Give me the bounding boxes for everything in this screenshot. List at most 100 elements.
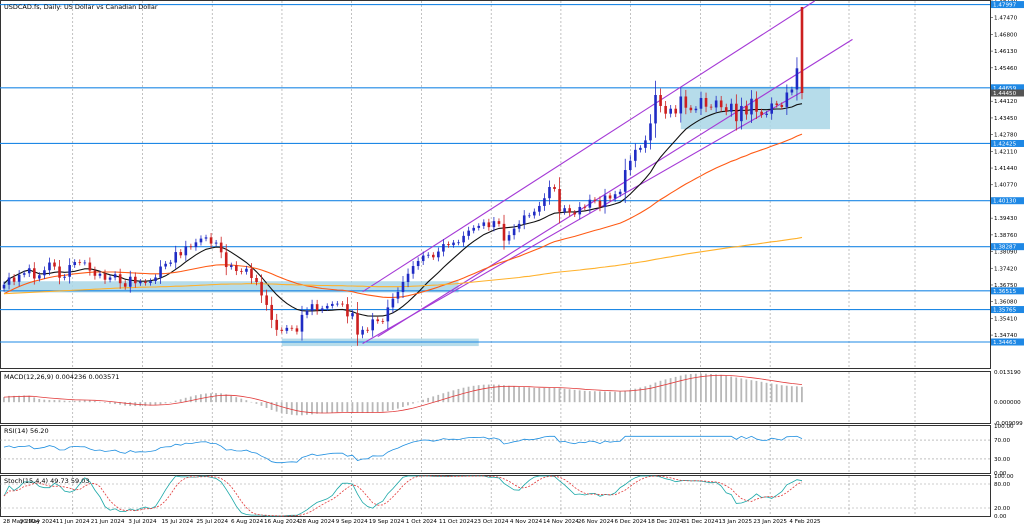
candle-body <box>361 329 364 335</box>
macd-bar <box>649 384 652 403</box>
candle-body <box>588 199 592 208</box>
macd-bar <box>53 400 56 403</box>
candle-body <box>184 246 188 256</box>
candle-body <box>694 108 698 111</box>
candle-body <box>628 160 632 171</box>
macd-bar <box>23 395 26 403</box>
candle-body <box>477 225 481 228</box>
candle-body <box>381 321 385 322</box>
price-tick-label: 1.35410 <box>994 316 1018 322</box>
macd-bar <box>73 400 76 403</box>
macd-bar <box>482 384 485 403</box>
candle-body <box>118 274 122 284</box>
candle-body <box>558 188 561 212</box>
candle-body <box>250 268 253 278</box>
date-label: 25 Jul 2024 <box>196 519 228 525</box>
candle-body <box>290 327 294 329</box>
price-tick-label: 1.45460 <box>994 66 1018 72</box>
macd-bar <box>98 401 101 403</box>
macd-bar <box>533 387 536 403</box>
date-label: 11 Oct 2024 <box>439 519 474 525</box>
date-label: 6 Aug 2024 <box>231 519 264 525</box>
macd-bar <box>624 390 627 403</box>
candle-body <box>43 270 46 276</box>
level-tag <box>991 139 1024 147</box>
candle-body <box>33 268 36 279</box>
candle-body <box>770 103 773 114</box>
candle-body <box>669 108 672 114</box>
macd-label: MACD(12,26,9) 0.004236 0.003571 <box>4 373 120 381</box>
candle-body <box>159 266 162 278</box>
candle-body <box>578 206 582 215</box>
macd-bar <box>28 395 31 403</box>
macd-bar <box>558 388 561 403</box>
date-label: 28 Aug 2024 <box>299 519 335 525</box>
candle-body <box>320 308 324 311</box>
macd-bar <box>503 385 505 403</box>
macd-bar <box>184 397 187 403</box>
macd-bar <box>523 387 526 403</box>
candle-body <box>12 277 16 282</box>
candle-body <box>467 230 470 236</box>
macd-bar <box>487 384 490 403</box>
macd-bar <box>300 402 303 416</box>
chart-title: USDCAD.fs, Daily: US Dollar vs Canadian … <box>4 3 158 11</box>
macd-bar <box>33 397 36 403</box>
candle-body <box>265 295 268 305</box>
candle-body <box>755 98 758 112</box>
macd-bar <box>386 402 389 411</box>
macd-bar <box>417 401 419 403</box>
candle-body <box>235 265 238 272</box>
macd-bar <box>553 387 556 403</box>
candle-body <box>760 111 763 115</box>
candle-body <box>704 97 708 107</box>
candle-body <box>48 262 51 271</box>
macd-bar <box>604 391 606 403</box>
price-tick-label: 1.39430 <box>994 216 1018 222</box>
level-labels: 1.47997 1.44659 1.42425 1.40130 1.38287 1.365… <box>991 1 1024 346</box>
rsi-tick-label: 30.00 <box>994 457 1010 463</box>
level-tag <box>991 84 1024 92</box>
macd-bar <box>730 376 733 403</box>
candle-body <box>240 271 243 272</box>
price-tick-label: 1.36750 <box>994 283 1018 289</box>
candle-body <box>22 273 26 275</box>
macd-bar <box>669 378 672 403</box>
macd-bar <box>240 398 243 403</box>
candle-body <box>401 281 405 292</box>
price-tick-label: 1.38760 <box>994 233 1018 239</box>
candle-body <box>719 100 723 108</box>
date-label: 18 Dec 2024 <box>648 519 684 525</box>
candle-body <box>462 235 465 243</box>
candle-body <box>209 237 213 244</box>
channel-line <box>362 91 803 345</box>
macd-bar <box>609 391 611 403</box>
candle-body <box>724 107 728 112</box>
price-tick-label: 1.38090 <box>994 250 1018 256</box>
macd-bar <box>18 395 20 403</box>
candle-body <box>411 266 415 274</box>
macd-bar <box>58 400 61 403</box>
candle-body <box>391 298 395 308</box>
macd-bar <box>699 373 702 403</box>
date-label: 19 Sep 2024 <box>369 519 405 525</box>
macd-bar <box>720 374 722 403</box>
macd-bar <box>593 391 596 403</box>
candle-body <box>396 291 400 299</box>
candle-body <box>517 223 521 229</box>
candle-body <box>442 244 445 252</box>
macd-bar <box>13 395 15 403</box>
macd-bar <box>528 387 531 403</box>
macd-bar <box>437 394 440 403</box>
price-tick-label: 1.34740 <box>994 333 1018 339</box>
candle-body <box>729 103 733 112</box>
macd-bar <box>497 384 500 403</box>
macd-bar <box>689 373 692 403</box>
macd-bar <box>472 385 475 403</box>
macd-bar <box>422 399 425 403</box>
macd-bar <box>376 402 379 413</box>
candle-body <box>38 275 41 279</box>
grid-lines <box>72 1 916 516</box>
